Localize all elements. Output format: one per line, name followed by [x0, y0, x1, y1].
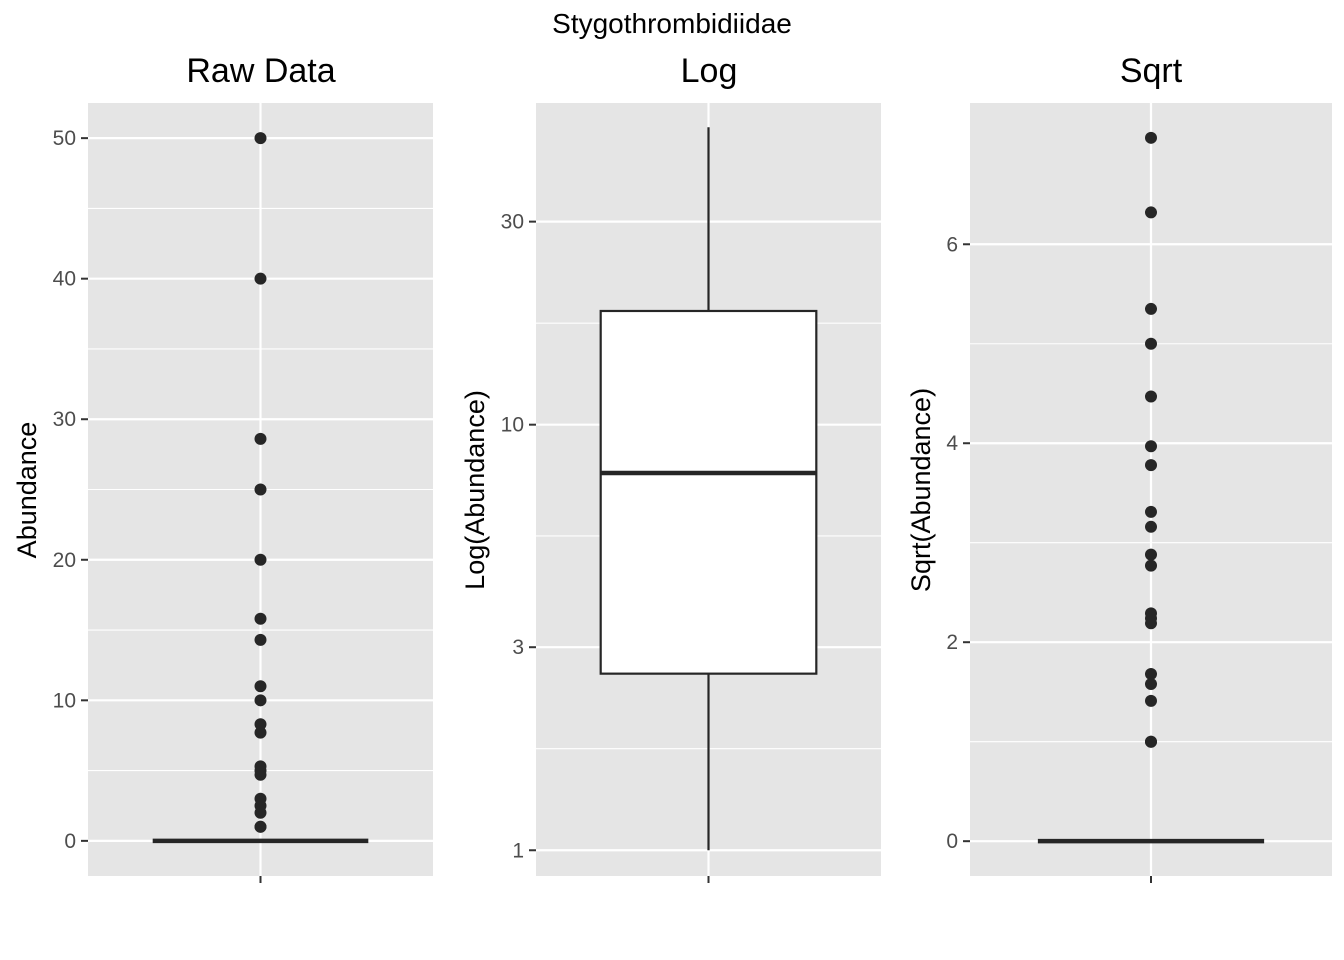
- y-tick-label: 20: [53, 549, 76, 572]
- plot-area-raw-data: 0 10 20 30 40 50: [53, 103, 433, 883]
- panel-title-raw-data: Raw Data: [186, 52, 335, 90]
- y-tick-label: 2: [946, 631, 958, 654]
- y-tick-label: 0: [64, 830, 76, 853]
- outlier-point: [254, 432, 267, 445]
- outlier-point: [254, 272, 267, 285]
- outlier-point: [1145, 131, 1157, 144]
- panel-title-log: Log: [681, 52, 738, 90]
- outlier-point: [254, 680, 267, 693]
- outlier-point: [1145, 206, 1157, 219]
- outlier-point: [254, 820, 267, 833]
- panel-raw-data: Raw Data Abundance 0 10 20 30 40 50: [12, 52, 433, 883]
- y-tick-label: 40: [53, 268, 76, 291]
- outlier-point: [254, 553, 267, 566]
- panel-sqrt: Sqrt Sqrt(Abundance) 0 2 4 6: [906, 52, 1332, 883]
- box-iqr: [599, 309, 818, 675]
- panel-log: Log Log(Abundance) 1 3 10 30: [460, 52, 881, 883]
- outlier-point: [254, 132, 267, 145]
- outlier-point: [1145, 559, 1157, 572]
- outlier-point: [1145, 440, 1157, 453]
- outlier-point: [1145, 390, 1157, 403]
- outlier-point: [1145, 337, 1157, 350]
- panel-title-sqrt: Sqrt: [1120, 52, 1183, 90]
- outlier-point: [1145, 548, 1157, 561]
- outlier-point: [254, 760, 267, 773]
- y-tick-label: 50: [53, 127, 76, 150]
- y-tick-label: 6: [946, 233, 958, 256]
- outlier-point: [1145, 302, 1157, 315]
- y-tick-label: 1: [512, 839, 524, 862]
- outlier-point: [1145, 505, 1157, 518]
- figure-title: Stygothrombidiidae: [552, 8, 792, 39]
- outlier-point: [1145, 520, 1157, 533]
- y-tick-label: 4: [946, 432, 958, 455]
- y-axis-label-log: Log(Abundance): [460, 390, 490, 590]
- plot-area-log: 1 3 10 30: [501, 103, 881, 883]
- outlier-point: [1145, 694, 1157, 707]
- outlier-point: [1145, 735, 1157, 748]
- outlier-point: [254, 612, 267, 625]
- outlier-point: [254, 694, 267, 707]
- y-axis-label-sqrt: Sqrt(Abundance): [906, 388, 936, 592]
- plot-area-sqrt: 0 2 4 6: [946, 103, 1332, 883]
- y-tick-label: 10: [501, 414, 524, 437]
- outlier-point: [1145, 459, 1157, 472]
- y-axis-label-raw-data: Abundance: [12, 422, 42, 559]
- outlier-point: [1145, 607, 1157, 620]
- outlier-point: [1145, 677, 1157, 690]
- y-tick-label: 10: [53, 689, 76, 712]
- outlier-point: [254, 718, 267, 731]
- outlier-point: [1145, 668, 1157, 681]
- y-tick-label: 30: [53, 408, 76, 431]
- outlier-point: [254, 726, 267, 739]
- y-tick-label: 30: [501, 211, 524, 234]
- outlier-point: [254, 633, 267, 646]
- outlier-point: [254, 792, 267, 805]
- y-tick-label: 0: [946, 830, 958, 853]
- outlier-point: [254, 483, 267, 496]
- y-tick-label: 3: [512, 636, 524, 659]
